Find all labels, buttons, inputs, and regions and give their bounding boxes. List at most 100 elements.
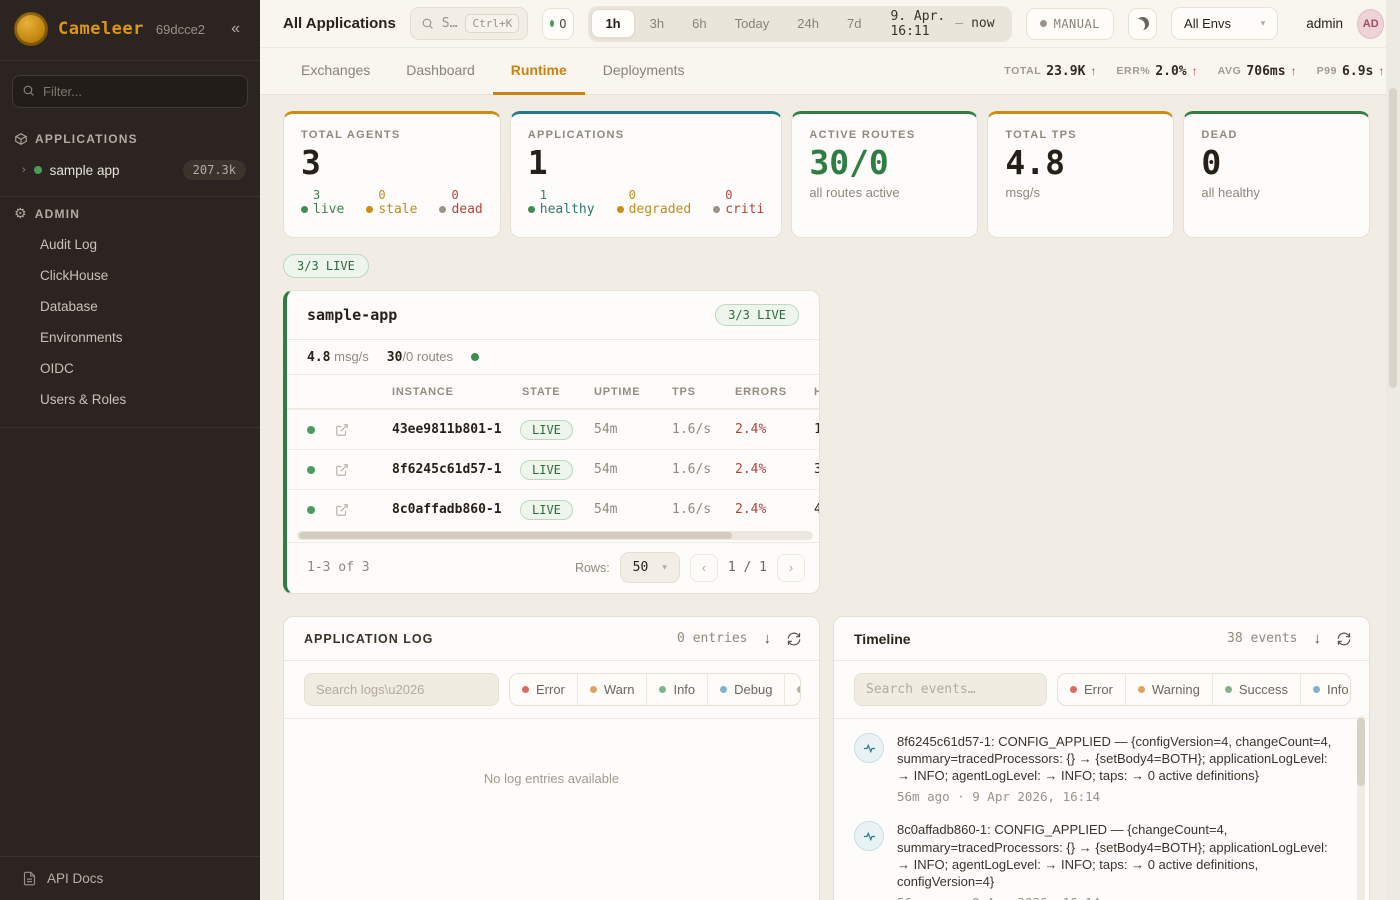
timeline-event[interactable]: 8f6245c61d57-1: CONFIG_APPLIED — {config… xyxy=(854,733,1343,804)
environment-select[interactable]: All Envs ▾ xyxy=(1171,7,1279,40)
card-value: 4.8 xyxy=(1005,143,1065,182)
scrollbar-thumb[interactable] xyxy=(1357,718,1365,786)
horizontal-scrollbar[interactable] xyxy=(297,531,813,540)
event-text: 8f6245c61d57-1: CONFIG_APPLIED — {config… xyxy=(897,734,1332,784)
chip-info[interactable]: Info xyxy=(646,674,707,705)
h-value: 4 xyxy=(787,502,819,517)
app-tps-unit: msg/s xyxy=(334,349,369,364)
external-link-icon[interactable] xyxy=(335,503,371,517)
refresh-icon[interactable] xyxy=(787,632,801,646)
topbar: All Applications S… Ctrl+K O 1h 3h 6h To… xyxy=(260,0,1400,48)
card-value: 3 xyxy=(301,143,321,182)
divider xyxy=(0,427,260,428)
sidebar-collapse-icon[interactable]: « xyxy=(231,20,240,37)
sidebar-item-clickhouse[interactable]: ClickHouse xyxy=(40,268,109,283)
sidebar-item-api-docs[interactable]: API Docs xyxy=(0,856,260,900)
chip-warning[interactable]: Warning xyxy=(1124,674,1212,705)
tab-exchanges[interactable]: Exchanges xyxy=(301,62,371,78)
pagination-range: 1-3 of 3 xyxy=(307,560,370,575)
timeline-scrollbar[interactable] xyxy=(1357,716,1365,900)
application-log-panel: APPLICATION LOG 0 entries ↓ Error Warn I… xyxy=(283,616,820,900)
tab-runtime[interactable]: Runtime xyxy=(492,48,585,95)
app-card-header[interactable]: sample-app 3/3 LIVE xyxy=(287,291,819,340)
sidebar-filter xyxy=(12,75,248,108)
divider xyxy=(0,196,260,197)
download-icon[interactable]: ↓ xyxy=(1313,630,1322,647)
sidebar-filter-input[interactable] xyxy=(12,75,248,108)
timeline-title: Timeline xyxy=(854,630,911,647)
timeline-search-input[interactable] xyxy=(854,673,1047,706)
manual-refresh-mode-button[interactable]: MANUAL xyxy=(1025,7,1114,40)
sidebar-item-database[interactable]: Database xyxy=(40,299,98,314)
status-dot-green xyxy=(301,206,308,214)
chip-label: Debug xyxy=(734,682,773,697)
live-summary-badge[interactable]: 3/3 LIVE xyxy=(283,254,369,278)
global-search-button[interactable]: S… Ctrl+K xyxy=(409,7,529,40)
download-icon[interactable]: ↓ xyxy=(763,630,772,647)
external-link-icon[interactable] xyxy=(335,463,371,477)
sidebar-item-audit-log[interactable]: Audit Log xyxy=(40,237,98,252)
kpi-value: 6.9s xyxy=(1342,63,1374,79)
time-range-1h[interactable]: 1h xyxy=(591,9,635,38)
table-row[interactable]: 8f6245c61d57-1 LIVE 54m 1.6/s 2.4% 3 xyxy=(287,449,819,489)
scrollbar-thumb[interactable] xyxy=(1389,88,1398,388)
chip-debug[interactable]: Debug xyxy=(707,674,784,705)
cameleer-logo xyxy=(14,12,48,46)
instances-table: INSTANCE STATE UPTIME TPS ERRORS H 43ee9… xyxy=(287,375,819,529)
time-range-24h[interactable]: 24h xyxy=(784,10,832,37)
trend-up-icon: ↑ xyxy=(1090,64,1097,78)
log-search-input[interactable] xyxy=(304,673,499,706)
time-range-6h[interactable]: 6h xyxy=(679,10,719,37)
table-row[interactable]: 8c0affadb860-1 LIVE 54m 1.6/s 2.4% 4 xyxy=(287,489,819,529)
sidebar-item-users-roles[interactable]: Users & Roles xyxy=(40,392,127,407)
timeline-filter-row: Error Warning Success Info xyxy=(834,661,1369,719)
col-header-h: ERRORS xyxy=(735,385,787,398)
timeline-event[interactable]: 8c0affadb860-1: CONFIG_APPLIED — {change… xyxy=(854,821,1343,900)
chip-warn[interactable]: Warn xyxy=(576,674,647,705)
chip-error[interactable]: Error xyxy=(1058,674,1125,705)
chip-error[interactable]: Error xyxy=(510,674,577,705)
refresh-icon[interactable] xyxy=(1337,632,1351,646)
tab-deployments[interactable]: Deployments xyxy=(602,62,685,78)
chip-info[interactable]: Info xyxy=(1299,674,1350,705)
dark-mode-toggle[interactable] xyxy=(1127,7,1158,40)
sidebar-item-sample-app[interactable]: › sample app 207.3k xyxy=(0,152,260,190)
sidebar-item-environments[interactable]: Environments xyxy=(40,330,123,345)
time-range-7d[interactable]: 7d xyxy=(834,10,874,37)
page-scrollbar[interactable] xyxy=(1386,0,1400,900)
chip-success[interactable]: Success xyxy=(1211,674,1300,705)
tps-value: 1.6/s xyxy=(672,502,712,517)
user-name: admin xyxy=(1306,16,1344,31)
kpi-value: 23.9K xyxy=(1046,63,1086,79)
time-range-today[interactable]: Today xyxy=(722,10,783,37)
sidebar-item-oidc[interactable]: OIDC xyxy=(40,361,74,376)
prev-page-button[interactable]: ‹ xyxy=(689,553,718,582)
table-row[interactable]: 43ee9811b801-1 LIVE 54m 1.6/s 2.4% 1 xyxy=(287,409,819,449)
success-dot xyxy=(1224,686,1232,693)
online-status-button[interactable]: O xyxy=(542,7,575,40)
log-panel-header: APPLICATION LOG 0 entries ↓ xyxy=(284,617,819,661)
divider xyxy=(0,60,260,61)
substat-value: 0 xyxy=(628,189,636,203)
next-page-button[interactable]: › xyxy=(777,553,805,582)
admin-section-header: ⚙ ADMIN xyxy=(0,197,260,227)
brand-row: Cameleer 69dcce2 « xyxy=(0,0,260,60)
substat-label: healthy xyxy=(539,202,595,218)
card-label: DEAD xyxy=(1201,129,1238,141)
status-dot-gray xyxy=(713,206,721,214)
avatar[interactable]: AD xyxy=(1357,8,1385,39)
search-icon xyxy=(23,85,34,96)
log-filter-row: Error Warn Info Debug Trace xyxy=(284,661,819,719)
event-text: 8c0affadb860-1: CONFIG_APPLIED — {change… xyxy=(897,822,1328,889)
external-link-icon[interactable] xyxy=(335,423,371,437)
card-subtext: all healthy xyxy=(1201,185,1260,201)
rows-per-page-select[interactable]: 50 ▾ xyxy=(619,552,680,583)
scrollbar-thumb[interactable] xyxy=(299,532,733,539)
time-range-3h[interactable]: 3h xyxy=(637,10,677,37)
kpi-avg: AVG 706ms ↑ xyxy=(1218,64,1297,79)
custom-range-display[interactable]: 9. Apr. 16:11 — now xyxy=(876,9,1008,39)
sample-app-label: sample app xyxy=(49,162,120,178)
tab-dashboard[interactable]: Dashboard xyxy=(406,62,475,78)
expand-chevron-icon[interactable]: › xyxy=(22,164,26,176)
chip-trace[interactable]: Trace xyxy=(784,674,800,705)
